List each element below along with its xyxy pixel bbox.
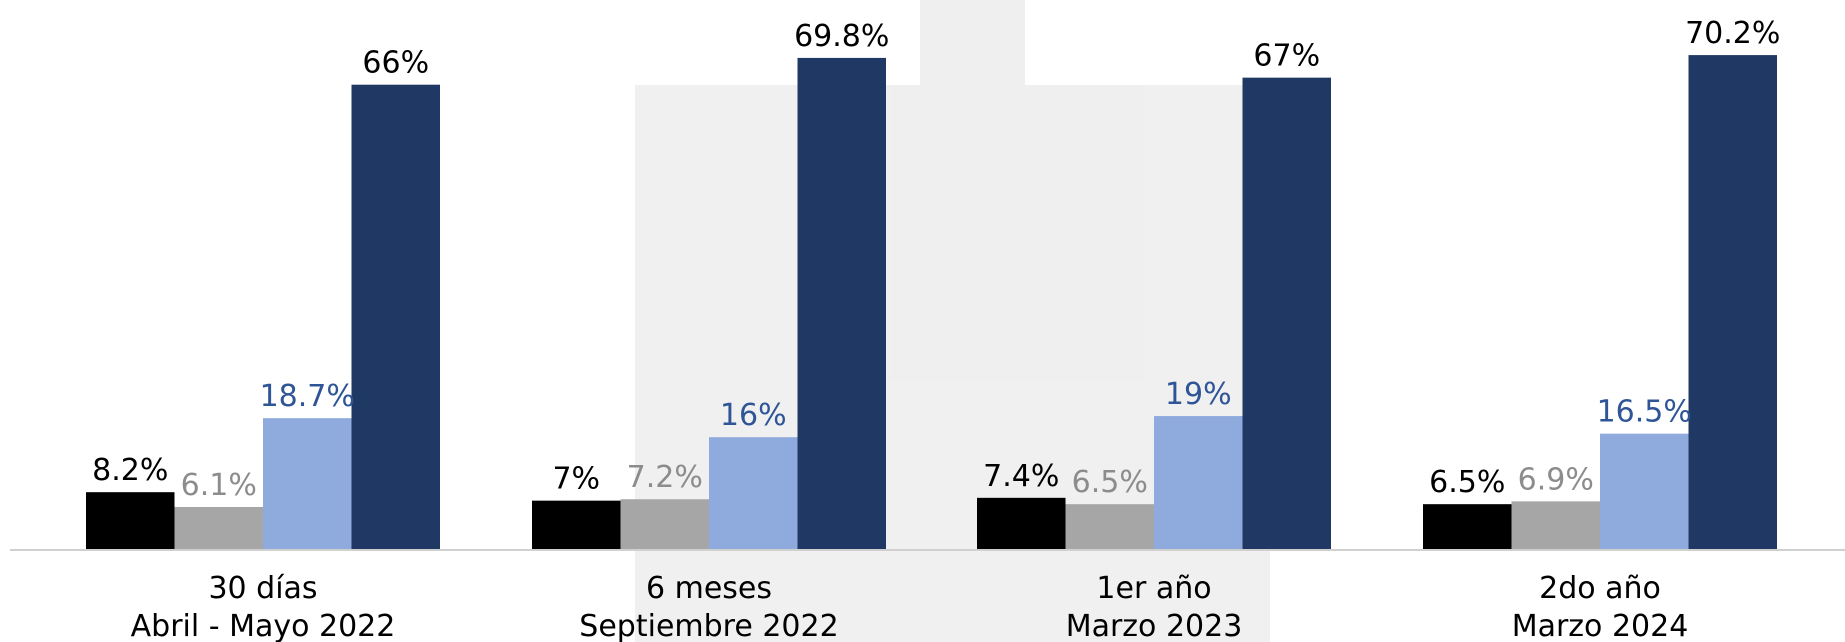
bars-layer [86, 55, 1777, 551]
bar-series4-3 [1242, 77, 1331, 551]
value-label-series1-2: 7% [552, 462, 600, 497]
value-label-series2-3: 6.5% [1072, 465, 1148, 500]
bar-series1-2 [532, 500, 621, 550]
category-label-2-line2: Septiembre 2022 [579, 609, 838, 642]
bar-series2-2 [620, 499, 709, 550]
value-label-series2-2: 7.2% [627, 460, 703, 495]
value-label-series4-3: 67% [1253, 39, 1320, 74]
value-labels-layer: 8.2% 6.1% 18.7% 66% 7% 7.2% 16% 69.8% 7.4% 6.5% 19… [92, 16, 1780, 503]
value-label-series2-1: 6.1% [181, 468, 257, 503]
value-label-series4-1: 66% [362, 46, 429, 81]
bar-series1-4 [1423, 504, 1512, 550]
bar-series1-3 [977, 497, 1066, 550]
bar-series3-3 [1154, 416, 1243, 550]
value-label-series3-2: 16% [720, 398, 787, 433]
category-label-1-line1: 30 días [208, 571, 317, 606]
value-label-series3-3: 19% [1165, 377, 1232, 412]
bar-series3-4 [1600, 433, 1689, 550]
value-label-series3-4: 16.5% [1597, 395, 1692, 430]
bar-series4-1 [351, 84, 440, 550]
category-label-1-line2: Abril - Mayo 2022 [131, 609, 396, 642]
bar-series4-4 [1688, 55, 1777, 551]
category-label-4-line2: Marzo 2024 [1512, 609, 1689, 642]
bar-series2-4 [1511, 501, 1600, 550]
value-label-series2-4: 6.9% [1518, 462, 1594, 497]
bar-series1-1 [86, 492, 175, 550]
category-label-3-line1: 1er año [1096, 571, 1211, 606]
value-label-series1-3: 7.4% [983, 459, 1059, 494]
value-label-series1-1: 8.2% [92, 453, 168, 488]
category-label-3-line2: Marzo 2023 [1066, 609, 1243, 642]
bar-series2-1 [174, 506, 263, 550]
value-label-series4-2: 69.8% [794, 19, 889, 54]
value-label-series3-1: 18.7% [260, 379, 355, 414]
bar-series3-1 [263, 418, 352, 550]
bar-series3-2 [709, 437, 798, 550]
value-label-series1-4: 6.5% [1429, 465, 1505, 500]
bar-series2-3 [1065, 504, 1154, 550]
category-label-4-line1: 2do año [1539, 571, 1661, 606]
category-label-2-line1: 6 meses [646, 571, 772, 606]
bar-series4-2 [797, 57, 886, 550]
value-label-series4-4: 70.2% [1685, 16, 1780, 51]
